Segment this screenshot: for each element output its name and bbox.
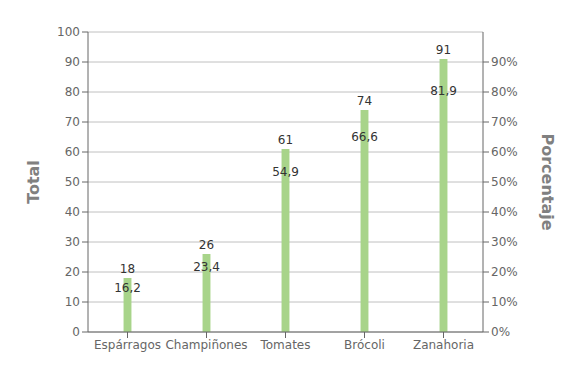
svg-text:Zanahoria: Zanahoria bbox=[413, 338, 474, 352]
svg-text:Espárragos: Espárragos bbox=[94, 338, 161, 352]
svg-text:40%: 40% bbox=[491, 205, 518, 219]
svg-text:26: 26 bbox=[199, 238, 214, 252]
svg-text:50%: 50% bbox=[491, 175, 518, 189]
svg-text:18: 18 bbox=[120, 262, 135, 276]
svg-text:Porcentaje: Porcentaje bbox=[538, 133, 557, 230]
svg-text:20%: 20% bbox=[491, 265, 518, 279]
svg-text:Brócoli: Brócoli bbox=[344, 338, 385, 352]
svg-text:74: 74 bbox=[357, 94, 372, 108]
svg-text:Total: Total bbox=[24, 160, 43, 204]
svg-text:30: 30 bbox=[65, 235, 80, 249]
svg-text:23,4: 23,4 bbox=[193, 260, 220, 274]
svg-text:54,9: 54,9 bbox=[272, 165, 299, 179]
svg-text:60%: 60% bbox=[491, 145, 518, 159]
svg-text:66,6: 66,6 bbox=[351, 130, 378, 144]
svg-text:10%: 10% bbox=[491, 295, 518, 309]
svg-text:Champiñones: Champiñones bbox=[165, 338, 247, 352]
svg-text:70: 70 bbox=[65, 115, 80, 129]
svg-text:Tomates: Tomates bbox=[259, 338, 310, 352]
svg-text:40: 40 bbox=[65, 205, 80, 219]
svg-text:61: 61 bbox=[278, 133, 293, 147]
svg-text:16,2: 16,2 bbox=[114, 281, 141, 295]
svg-text:90: 90 bbox=[65, 55, 80, 69]
svg-text:20: 20 bbox=[65, 265, 80, 279]
svg-text:80%: 80% bbox=[491, 85, 518, 99]
svg-text:50: 50 bbox=[65, 175, 80, 189]
svg-text:10: 10 bbox=[65, 295, 80, 309]
svg-text:81,9: 81,9 bbox=[430, 84, 457, 98]
svg-text:90%: 90% bbox=[491, 55, 518, 69]
svg-text:0%: 0% bbox=[491, 325, 510, 339]
svg-text:80: 80 bbox=[65, 85, 80, 99]
svg-text:100: 100 bbox=[57, 25, 80, 39]
svg-text:70%: 70% bbox=[491, 115, 518, 129]
svg-text:60: 60 bbox=[65, 145, 80, 159]
svg-text:0: 0 bbox=[72, 325, 80, 339]
svg-text:91: 91 bbox=[436, 43, 451, 57]
svg-text:30%: 30% bbox=[491, 235, 518, 249]
